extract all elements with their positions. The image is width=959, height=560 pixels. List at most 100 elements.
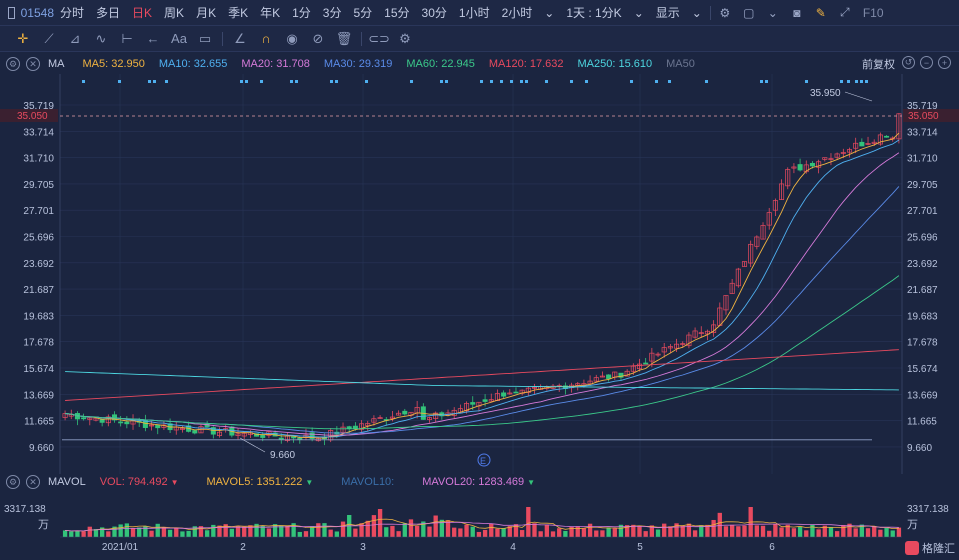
trash-icon[interactable]: 🗑: [335, 30, 353, 46]
volume-bar: [266, 528, 272, 537]
volume-bars: [62, 507, 902, 537]
zoom-out-icon[interactable]: −: [920, 56, 933, 69]
volume-bar: [495, 528, 500, 537]
comment-tool-icon[interactable]: ▭: [198, 30, 212, 46]
candle-body: [692, 330, 698, 338]
settings-icon[interactable]: ⚙: [719, 5, 731, 20]
volume-bar: [482, 529, 488, 537]
candle-body: [352, 425, 358, 429]
volume-bar: [353, 528, 358, 537]
magnet-icon[interactable]: ∩: [261, 31, 271, 46]
layout-icon[interactable]: ▢: [743, 5, 755, 20]
pencil-icon[interactable]: ✎: [815, 5, 826, 20]
event-dot: [520, 80, 523, 83]
event-e-icon[interactable]: [477, 453, 491, 467]
candle-body: [636, 363, 643, 370]
display-menu[interactable]: 显示: [655, 6, 680, 20]
settings-icon[interactable]: ⚙: [6, 57, 20, 71]
volume-bar: [297, 531, 302, 537]
eye-icon[interactable]: ◉: [286, 30, 298, 46]
tf-30min[interactable]: 30分: [421, 6, 447, 20]
tf-intraday[interactable]: 分时: [60, 6, 85, 20]
candle-body: [661, 347, 667, 353]
move-icon[interactable]: ✛: [17, 30, 29, 46]
tf-quarterly[interactable]: 季K: [228, 6, 249, 20]
volume-bar: [359, 523, 364, 537]
volume-bar: [779, 527, 784, 537]
fullscreen-icon[interactable]: ⤢: [840, 5, 850, 19]
tf-daily[interactable]: 日K: [132, 6, 153, 20]
tf-custom[interactable]: 1天 : 1分K: [566, 6, 622, 20]
measure-tool-icon[interactable]: ⊢: [121, 30, 133, 46]
fib-tool-icon[interactable]: ⊿: [69, 30, 81, 46]
volume-chart[interactable]: 3317.138 万 3317.138 万 2021/01 2 3 4 5 6: [0, 492, 959, 560]
candle-body: [593, 377, 599, 382]
link-icon[interactable]: ⊂⊃: [368, 30, 390, 46]
tf-monthly[interactable]: 月K: [196, 6, 217, 20]
candle-body: [81, 417, 87, 420]
volume-bar: [316, 523, 321, 537]
ruler-icon[interactable]: ∠: [234, 30, 246, 46]
tf-1hour[interactable]: 1小时: [458, 6, 490, 20]
candle-body: [649, 352, 655, 362]
price-tick-left: 23.692: [23, 259, 54, 270]
tf-1min[interactable]: 1分: [292, 6, 311, 20]
layout-dropdown-icon[interactable]: ⌄: [767, 5, 778, 20]
candle-body: [741, 261, 748, 267]
text-tool-icon[interactable]: Aa: [171, 31, 187, 46]
tf-5min[interactable]: 5分: [353, 6, 373, 20]
display-dropdown[interactable]: ⌄: [691, 5, 702, 20]
close-icon[interactable]: ✕: [26, 475, 40, 489]
candlestick-chart[interactable]: 35.719 33.714 31.710 29.705 27.701 25.696 23.6…: [0, 74, 959, 474]
camera-icon[interactable]: ◙: [793, 5, 801, 20]
divider: [709, 5, 711, 20]
tf-weekly[interactable]: 周K: [164, 6, 185, 20]
volume-bar: [235, 526, 241, 537]
volume-bar: [445, 520, 451, 537]
hide-icon[interactable]: ⊘: [312, 30, 324, 46]
candle-body: [68, 414, 74, 417]
volume-bar: [365, 520, 370, 537]
wave-tool-icon[interactable]: ∿: [95, 30, 107, 46]
candle-body: [667, 346, 673, 349]
tf-more-dropdown[interactable]: ⌄: [544, 5, 555, 20]
stock-code-label: 01548: [20, 5, 54, 20]
close-icon[interactable]: ✕: [26, 57, 40, 71]
candle-body: [346, 426, 352, 429]
undo-icon[interactable]: ↺: [902, 56, 915, 69]
ma-legend: ⚙ ✕ MA MA5: 32.950 MA10: 32.655 MA20: 31…: [0, 54, 959, 74]
tf-2hour[interactable]: 2小时: [501, 6, 533, 20]
gear-icon[interactable]: ⚙: [399, 30, 411, 46]
volume-bar: [427, 526, 432, 537]
volume-bar: [668, 526, 673, 537]
candle-body: [772, 200, 778, 211]
tf-yearly[interactable]: 年K: [260, 6, 281, 20]
candle-body: [748, 243, 754, 264]
line-tool-icon[interactable]: ⟋: [44, 30, 54, 46]
event-dot: [245, 80, 248, 83]
checkbox-icon[interactable]: [8, 6, 15, 19]
stock-code[interactable]: 01548: [0, 6, 54, 20]
candle-body: [846, 149, 853, 153]
price-tick-left: 11.665: [24, 417, 54, 428]
f10-button[interactable]: F10: [862, 5, 884, 20]
volume-bar: [248, 525, 253, 537]
tf-custom-dropdown[interactable]: ⌄: [633, 5, 644, 20]
price-tick-left: 31.710: [23, 154, 54, 165]
volume-bar: [834, 531, 840, 537]
candle-body: [488, 399, 494, 402]
tf-15min[interactable]: 15分: [384, 6, 410, 20]
adjust-mode-button[interactable]: 前复权: [862, 59, 895, 71]
arrow-tool-icon[interactable]: ←: [146, 31, 160, 46]
price-tick-right: 13.669: [907, 390, 938, 401]
x-tick: 2021/01: [102, 542, 139, 553]
event-dot: [335, 80, 338, 83]
event-dot: [480, 80, 483, 83]
tf-3min[interactable]: 3分: [322, 6, 342, 20]
zoom-in-icon[interactable]: +: [938, 56, 951, 69]
volume-bar: [859, 524, 865, 537]
settings-icon[interactable]: ⚙: [6, 475, 20, 489]
price-tick-right: 19.683: [907, 311, 938, 322]
tf-multiday[interactable]: 多日: [96, 6, 121, 20]
volume-bar: [328, 529, 333, 537]
